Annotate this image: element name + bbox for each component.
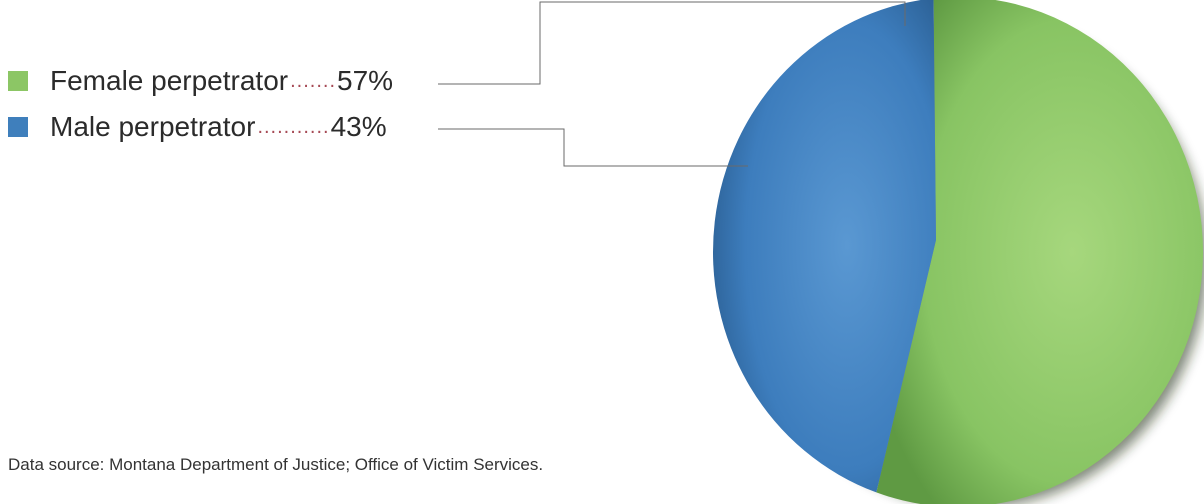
pie-slices xyxy=(713,0,1203,504)
legend-swatch-male xyxy=(8,117,28,137)
legend-swatch-female xyxy=(8,71,28,91)
data-source-note: Data source: Montana Department of Justi… xyxy=(8,455,544,474)
legend-value-female: 57% xyxy=(337,65,394,96)
legend-label-male: Male perpetrator xyxy=(50,111,256,142)
legend-leader-dots: ........... xyxy=(257,115,330,138)
legend: Female perpetrator ....... 57% Male perp… xyxy=(8,58,393,150)
leader-line-female xyxy=(438,1,906,85)
pie-slice-female xyxy=(876,0,1203,504)
legend-label-female: Female perpetrator xyxy=(50,65,289,96)
pie-slice-male xyxy=(713,0,936,493)
leader-line-male xyxy=(438,128,748,167)
legend-value-male: 43% xyxy=(330,111,387,142)
leader-lines xyxy=(438,1,906,167)
legend-leader-dots: ....... xyxy=(290,69,337,92)
legend-item-male: Male perpetrator ........... 43% xyxy=(8,104,393,150)
legend-item-female: Female perpetrator ....... 57% xyxy=(8,58,393,104)
